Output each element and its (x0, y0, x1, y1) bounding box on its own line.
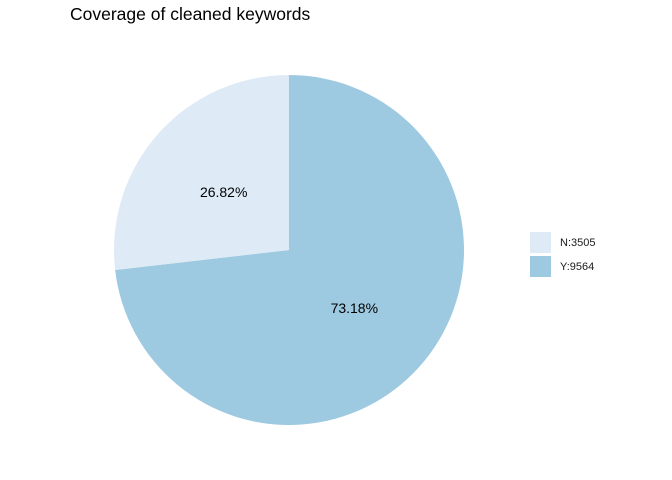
legend: N:3505 Y:9564 (530, 232, 595, 280)
legend-label-y: Y:9564 (560, 260, 595, 273)
legend-key-n (530, 232, 551, 253)
legend-item-n: N:3505 (530, 232, 595, 253)
slice-label-n: 26.82% (200, 184, 247, 200)
pie-slice-y (115, 75, 465, 425)
legend-label-n: N:3505 (560, 236, 596, 249)
chart-title: Coverage of cleaned keywords (70, 4, 311, 24)
slice-label-y: 73.18% (331, 300, 378, 316)
pie-slice-n (113, 75, 289, 270)
legend-key-y (530, 256, 551, 277)
legend-item-y: Y:9564 (530, 256, 595, 277)
